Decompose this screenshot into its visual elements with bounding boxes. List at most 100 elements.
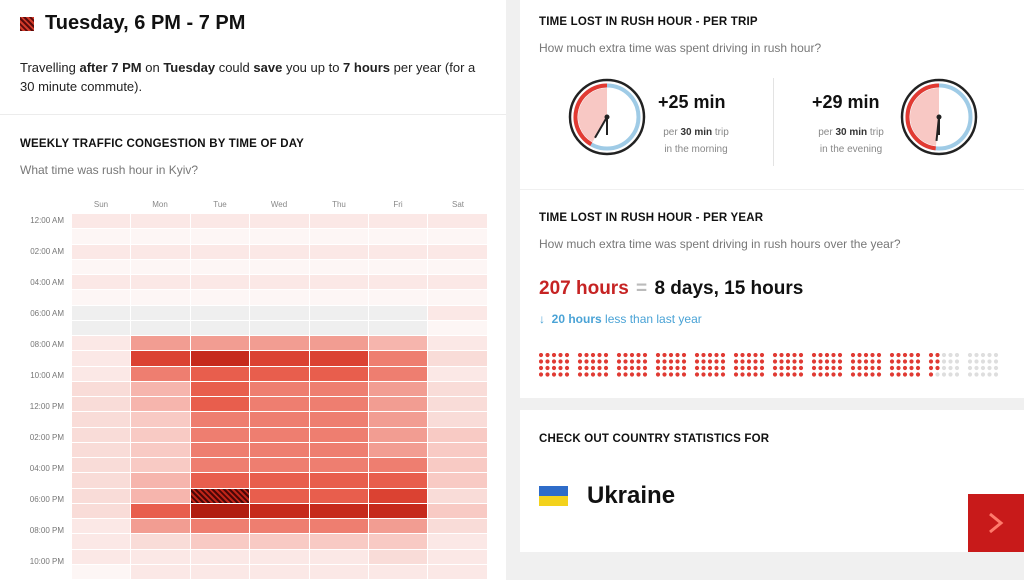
hour-dot <box>636 365 641 371</box>
best-time-title: Tuesday, 6 PM - 7 PM <box>45 12 246 34</box>
heatmap-cell <box>131 214 190 229</box>
time-label: 06:00 AM <box>30 309 64 318</box>
heatmap-cell <box>72 351 131 366</box>
heatmap-cell <box>369 488 428 503</box>
hour-dot <box>779 359 784 364</box>
hour-dot <box>857 359 862 364</box>
hour-dot <box>941 353 947 358</box>
hour-dot <box>779 372 784 377</box>
heatmap-cell <box>309 534 368 549</box>
hour-dot <box>824 353 830 358</box>
heatmap-cell <box>309 305 368 320</box>
heatmap-cell <box>309 503 368 518</box>
hour-dot <box>772 365 778 371</box>
hour-dot <box>694 353 700 358</box>
heatmap-cell <box>369 366 428 381</box>
hour-dot <box>564 372 570 377</box>
heatmap-cell <box>190 336 250 351</box>
heatmap-cell <box>250 259 309 274</box>
hour-dot <box>902 353 908 358</box>
hour-dot <box>753 353 758 358</box>
hour-dot <box>539 365 544 371</box>
hour-dot <box>590 372 596 377</box>
hour-dot <box>616 359 622 364</box>
hour-dot <box>720 353 726 358</box>
heatmap-cell <box>428 336 487 351</box>
hour-dot <box>824 359 830 364</box>
country-go-button[interactable] <box>968 494 1024 552</box>
hour-dot <box>681 365 687 371</box>
hour-dot <box>564 353 570 358</box>
clock-morning-icon <box>568 78 646 156</box>
day-label-thu: Thu <box>332 200 346 209</box>
hour-dot <box>642 372 648 377</box>
hour-dot <box>662 372 667 377</box>
heatmap-cell <box>131 473 190 488</box>
heatmap-cell <box>369 351 428 366</box>
hour-dot <box>636 359 641 364</box>
heatmap-cell <box>428 549 487 564</box>
hour-dot <box>928 353 934 358</box>
hour-dot <box>941 359 947 364</box>
hour-dot <box>753 372 758 377</box>
heatmap-cell <box>190 259 250 274</box>
heatmap-cell <box>72 214 131 229</box>
heatmap-cell <box>72 229 131 244</box>
hour-dot <box>857 365 862 371</box>
hour-dot <box>694 359 700 364</box>
heatmap-cell <box>428 427 487 442</box>
hour-dot <box>935 359 940 364</box>
time-label: 04:00 PM <box>29 464 64 473</box>
hour-dot <box>590 353 596 358</box>
per-trip-title: TIME LOST IN RUSH HOUR - PER TRIP <box>539 16 758 28</box>
hour-dot <box>681 359 687 364</box>
day-label-wed: Wed <box>270 200 288 209</box>
hour-dot <box>655 372 661 377</box>
hour-dot <box>980 353 986 358</box>
hour-dot <box>616 372 622 377</box>
hour-dot <box>584 353 589 358</box>
hour-dot <box>584 359 589 364</box>
morning-desc: per 30 min trip in the morning <box>663 127 729 155</box>
country-name[interactable]: Ukraine <box>587 482 676 509</box>
day-label-fri: Fri <box>393 200 403 209</box>
heatmap-cell <box>309 275 368 290</box>
heatmap-cell <box>428 503 487 518</box>
country-card[interactable]: CHECK OUT COUNTRY STATISTICS FOR Ukraine <box>520 410 1024 552</box>
heatmap-cell <box>131 397 190 412</box>
hour-dot <box>740 365 745 371</box>
hour-dot <box>811 372 817 377</box>
heatmap-cell <box>250 229 309 244</box>
hour-dot <box>902 359 908 364</box>
weekly-subtitle: What time was rush hour in Kyiv? <box>20 163 199 177</box>
hour-dot <box>675 359 680 364</box>
heatmap-cell <box>72 458 131 473</box>
hour-dot <box>597 372 602 377</box>
hour-dot <box>818 353 823 358</box>
heatmap-cell <box>369 305 428 320</box>
hour-dot <box>668 353 674 358</box>
heatmap-cell <box>190 351 250 366</box>
heatmap-cell <box>309 564 368 579</box>
hour-dot <box>954 359 960 364</box>
heatmap-cell <box>190 534 250 549</box>
days-value: 8 days, 15 hours <box>654 278 804 299</box>
hour-dot <box>558 372 563 377</box>
heatmap-cell <box>131 305 190 320</box>
per-year-card: TIME LOST IN RUSH HOUR - PER YEAR How mu… <box>520 190 1024 398</box>
heatmap-cell <box>72 473 131 488</box>
time-label: 12:00 PM <box>29 402 64 411</box>
hour-dot <box>798 353 804 358</box>
heatmap-cell <box>131 503 190 518</box>
hour-dot <box>714 372 719 377</box>
heatmap-cell <box>190 229 250 244</box>
hour-dot <box>590 359 596 364</box>
heatmap-cell <box>250 442 309 457</box>
day-label-sun: Sun <box>93 200 109 209</box>
heatmap-cell <box>190 564 250 579</box>
heatmap-cell <box>131 259 190 274</box>
hour-dot <box>811 359 817 364</box>
hour-dot <box>545 372 550 377</box>
heatmap-cell <box>369 275 428 290</box>
heatmap-cell <box>190 397 250 412</box>
